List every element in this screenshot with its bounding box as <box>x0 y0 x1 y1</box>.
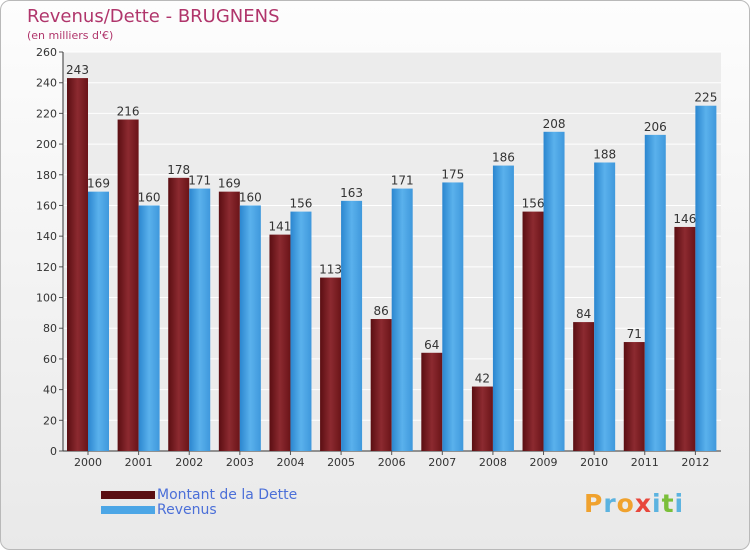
data-label-revenue: 171 <box>391 174 414 188</box>
bar-revenue <box>391 188 413 452</box>
bar-revenue <box>543 131 565 452</box>
logo-letter: t <box>661 489 675 518</box>
bar-debt <box>67 78 88 451</box>
data-label-debt: 243 <box>66 63 89 77</box>
data-label-revenue: 156 <box>290 197 313 211</box>
proxiti-logo: Proxiti <box>584 489 684 518</box>
x-tick-label: 2005 <box>327 456 355 469</box>
bar-revenue <box>290 211 312 451</box>
bar-revenue <box>88 191 109 451</box>
y-tick-label: 100 <box>36 292 57 305</box>
bar-debt <box>117 119 139 452</box>
y-tick-label: 180 <box>36 169 57 182</box>
bar-revenue <box>341 200 363 451</box>
x-tick-label: 2002 <box>175 456 203 469</box>
data-label-debt: 156 <box>522 197 545 211</box>
data-label-debt: 113 <box>319 263 342 277</box>
legend-label-debt: Montant de la Dette <box>157 486 298 503</box>
legend-item-debt: Montant de la Dette <box>101 486 298 503</box>
x-tick-label: 2003 <box>226 456 254 469</box>
data-label-debt: 146 <box>673 212 696 226</box>
data-label-revenue: 186 <box>492 151 515 165</box>
x-tick-label: 2010 <box>580 456 608 469</box>
data-label-debt: 64 <box>424 338 439 352</box>
bar-debt <box>320 277 342 451</box>
y-tick-label: 260 <box>36 46 57 59</box>
bar-revenue <box>594 162 616 451</box>
logo-letter: P <box>584 489 604 518</box>
data-label-revenue: 208 <box>543 117 566 131</box>
data-label-revenue: 225 <box>694 91 717 105</box>
data-label-debt: 71 <box>627 327 642 341</box>
y-tick-label: 40 <box>43 384 57 397</box>
data-label-revenue: 175 <box>441 167 464 181</box>
logo-letter: r <box>603 489 617 518</box>
bar-debt <box>573 322 595 451</box>
bar-debt <box>522 211 544 451</box>
bar-revenue <box>492 165 514 452</box>
y-tick-label: 240 <box>36 77 57 90</box>
data-label-revenue: 169 <box>87 177 110 191</box>
y-tick-label: 80 <box>43 322 57 335</box>
chart-subtitle: (en milliers d'€) <box>27 29 114 42</box>
x-tick-label: 2009 <box>530 456 558 469</box>
data-label-revenue: 171 <box>188 174 211 188</box>
y-tick-label: 140 <box>36 230 57 243</box>
y-tick-label: 20 <box>43 414 57 427</box>
bar-revenue <box>239 205 261 451</box>
bar-revenue <box>138 205 160 451</box>
bar-debt <box>471 386 493 451</box>
data-label-debt: 216 <box>117 105 140 119</box>
bar-debt <box>218 191 240 451</box>
y-tick-label: 160 <box>36 199 57 212</box>
legend-item-revenue: Revenus <box>101 501 297 518</box>
x-tick-label: 2001 <box>125 456 153 469</box>
legend-swatch-revenue <box>101 505 155 514</box>
logo-letter: i <box>674 489 685 518</box>
legend: Montant de la Dette Revenus <box>101 486 298 518</box>
logo-letter: i <box>652 489 662 518</box>
data-label-revenue: 160 <box>138 190 161 204</box>
legend-swatch-debt <box>101 490 155 499</box>
y-tick-label: 0 <box>50 445 57 458</box>
bar-debt <box>370 319 392 451</box>
data-label-revenue: 160 <box>239 190 262 204</box>
data-label-revenue: 206 <box>644 120 667 134</box>
x-tick-label: 2000 <box>74 456 102 469</box>
x-tick-label: 2004 <box>276 456 304 469</box>
x-tick-label: 2007 <box>428 456 456 469</box>
data-label-debt: 86 <box>374 304 389 318</box>
y-tick-label: 200 <box>36 138 57 151</box>
bar-revenue <box>442 182 464 451</box>
bar-revenue <box>644 134 666 451</box>
x-tick-label: 2006 <box>378 456 406 469</box>
x-tick-label: 2008 <box>479 456 507 469</box>
data-label-debt: 84 <box>576 307 591 321</box>
bar-debt <box>168 177 190 452</box>
y-tick-label: 220 <box>36 107 57 120</box>
legend-label-revenue: Revenus <box>157 501 217 518</box>
chart-title: Revenus/Dette - BRUGNENS <box>27 6 280 27</box>
x-tick-label: 2012 <box>681 456 709 469</box>
x-tick-label: 2011 <box>631 456 659 469</box>
data-label-debt: 169 <box>218 177 241 191</box>
bar-debt <box>674 226 696 451</box>
logo-letter: x <box>634 489 652 518</box>
bar-debt <box>269 234 291 451</box>
bar-debt <box>623 342 645 451</box>
bar-revenue <box>695 105 717 451</box>
y-tick-label: 60 <box>43 353 57 366</box>
data-label-debt: 178 <box>167 163 190 177</box>
data-label-revenue: 163 <box>340 186 363 200</box>
bar-debt <box>421 352 443 451</box>
data-label-revenue: 188 <box>593 147 616 161</box>
bar-revenue <box>189 188 211 452</box>
data-label-debt: 42 <box>475 372 490 386</box>
data-label-debt: 141 <box>269 220 292 234</box>
logo-letter: o <box>616 489 635 518</box>
y-tick-label: 120 <box>36 261 57 274</box>
